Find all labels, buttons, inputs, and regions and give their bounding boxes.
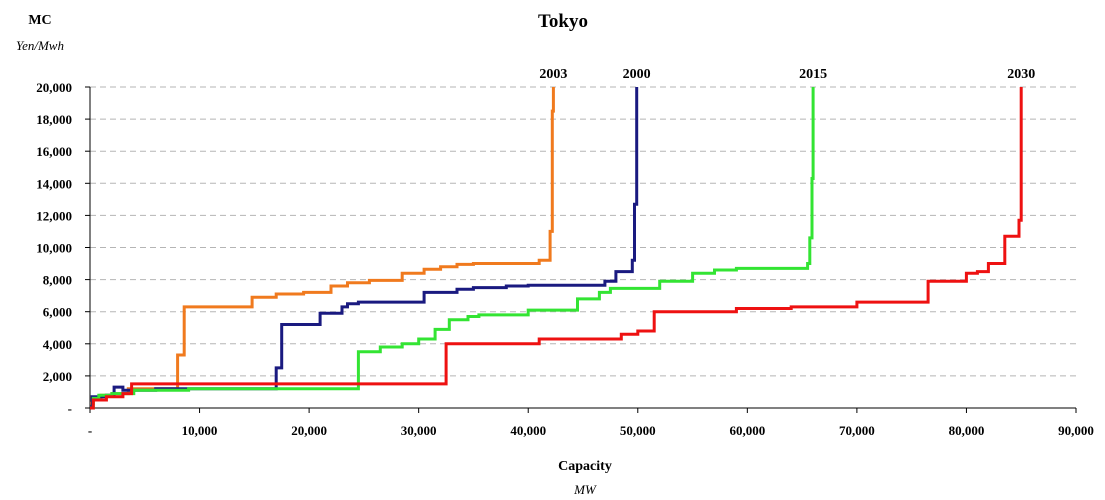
x-axis-unit: MW	[573, 482, 597, 497]
series-line-2000	[90, 87, 639, 410]
y-tick-label-0: -	[68, 401, 72, 416]
series-label-2003: 2003	[539, 67, 567, 82]
y-tick-label-10: 20,000	[36, 80, 72, 95]
x-tick-label-6: 60,000	[729, 423, 765, 438]
series-lines	[90, 87, 1023, 410]
x-tick-label-3: 30,000	[401, 423, 437, 438]
y-axis-unit: Yen/Mwh	[16, 38, 64, 53]
x-axis-label: Capacity	[558, 459, 612, 474]
y-tick-label-1: 2,000	[43, 369, 72, 384]
series-label-2030: 2030	[1007, 67, 1035, 82]
x-tick-label-9: 90,000	[1058, 423, 1094, 438]
y-tick-label-8: 16,000	[36, 144, 72, 159]
series-label-2015: 2015	[799, 67, 827, 82]
chart-title: Tokyo	[538, 11, 588, 32]
y-tick-label-9: 18,000	[36, 112, 72, 127]
y-tick-label-3: 6,000	[43, 305, 72, 320]
y-tick-label-2: 4,000	[43, 337, 72, 352]
series-line-2003	[90, 87, 555, 405]
series-labels: 2003 2000 2015 2030	[539, 67, 1035, 82]
y-tick-label-6: 12,000	[36, 208, 72, 223]
x-tick-label-5: 50,000	[620, 423, 656, 438]
series-line-2015	[90, 87, 815, 410]
x-tick-label-1: 10,000	[182, 423, 218, 438]
series-line-2030	[90, 87, 1023, 410]
y-axis-label: MC	[28, 13, 51, 28]
x-tick-label-0: -	[88, 423, 92, 438]
series-label-2000: 2000	[623, 67, 651, 82]
x-tick-label-4: 40,000	[510, 423, 546, 438]
tick-labels: - 2,000 4,000 6,000 8,000 10,000 12,000 14,000 1…	[36, 80, 1094, 438]
x-tick-label-7: 70,000	[839, 423, 875, 438]
y-tick-label-4: 8,000	[43, 273, 72, 288]
axes	[85, 86, 1077, 413]
gridlines	[90, 86, 1076, 377]
x-tick-label-2: 20,000	[291, 423, 327, 438]
x-tick-label-8: 80,000	[949, 423, 985, 438]
y-tick-label-7: 14,000	[36, 176, 72, 191]
y-tick-label-5: 10,000	[36, 241, 72, 256]
